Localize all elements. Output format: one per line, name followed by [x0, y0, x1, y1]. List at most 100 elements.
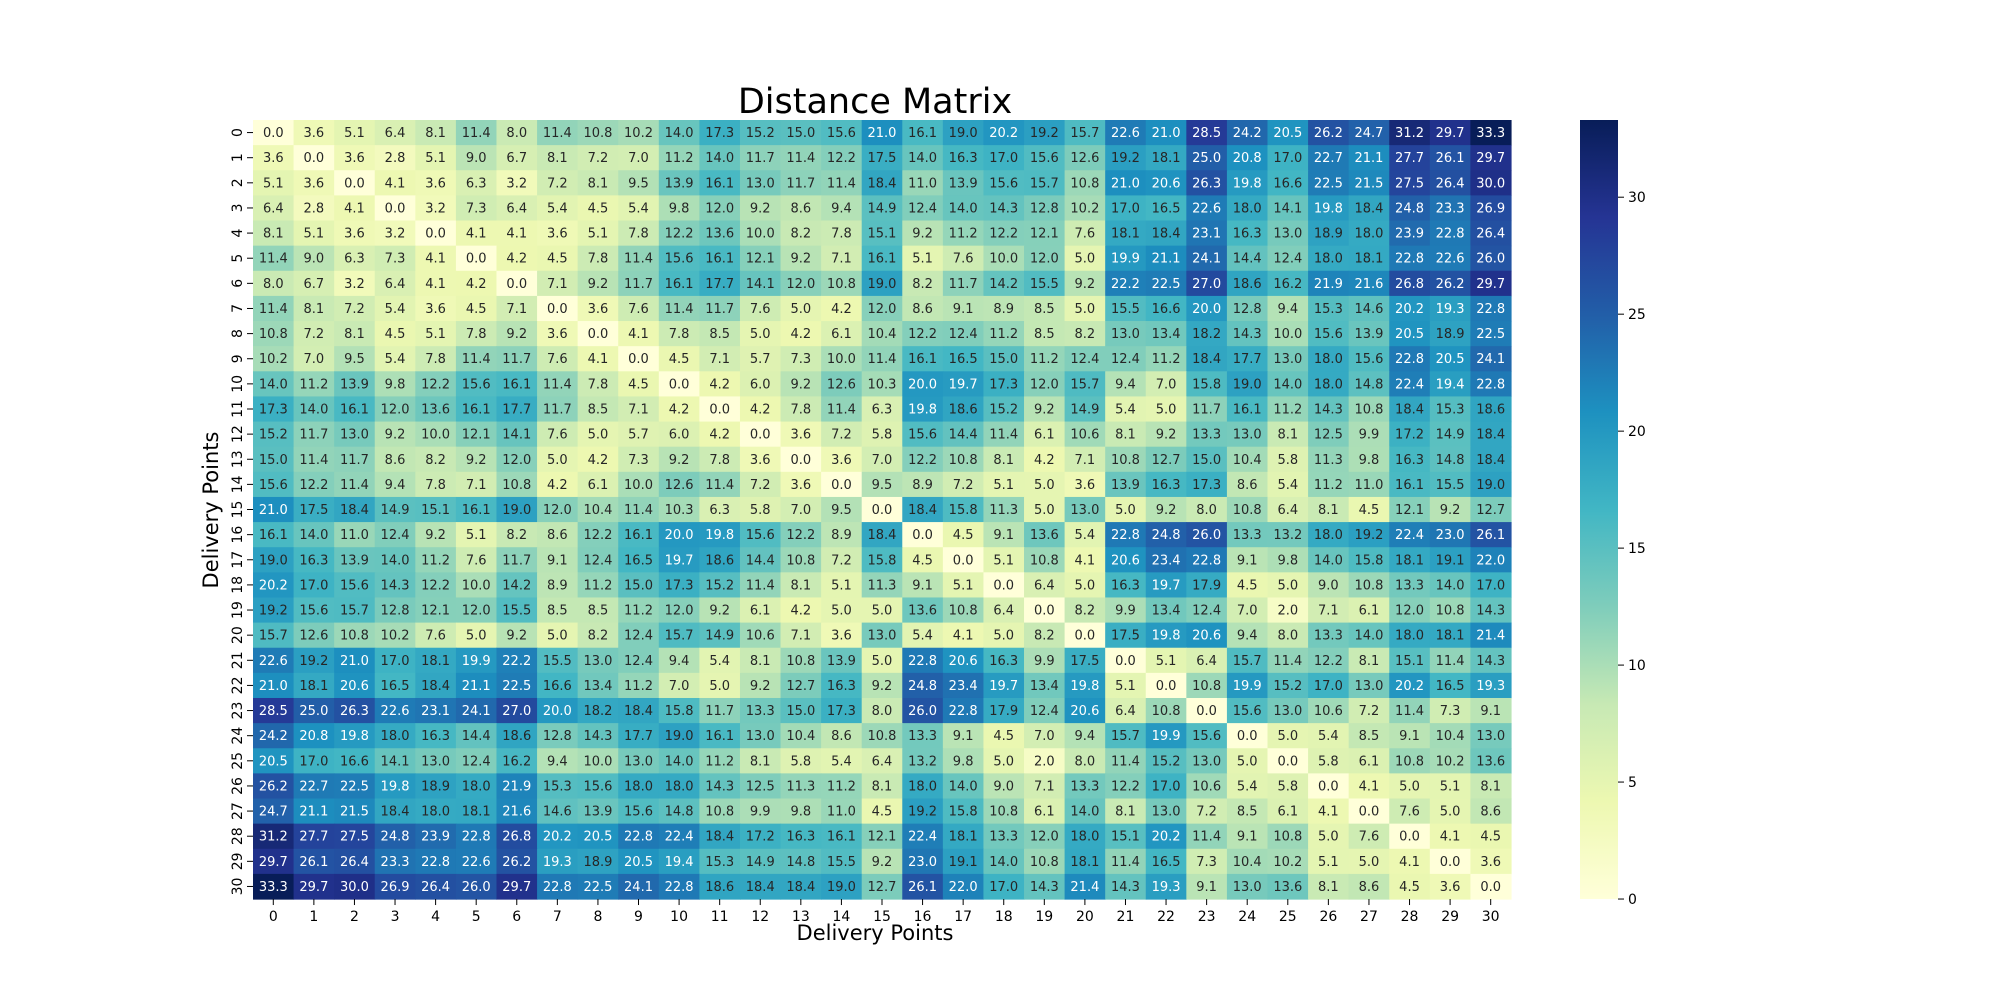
heatmap-cell [1429, 346, 1471, 372]
heatmap-cell [253, 371, 295, 398]
cell-value-label: 4.2 [831, 302, 852, 317]
cell-value-label: 19.0 [868, 277, 897, 292]
cell-value-label: 5.0 [1277, 729, 1298, 744]
cell-value-label: 26.1 [908, 880, 937, 895]
cell-value-label: 9.8 [385, 377, 406, 392]
heatmap-cell [1145, 597, 1187, 624]
heatmap-cell [902, 697, 944, 724]
heatmap-cell [293, 321, 335, 347]
cell-value-label: 15.8 [1192, 377, 1221, 392]
cell-value-label: 5.7 [628, 428, 649, 443]
heatmap-cell [577, 848, 619, 875]
cell-value-label: 11.2 [624, 604, 653, 619]
heatmap-cell [537, 547, 579, 573]
cell-value-label: 11.4 [1192, 830, 1221, 845]
heatmap-cell [1105, 245, 1147, 272]
cell-value-label: 10.3 [868, 377, 897, 392]
heatmap-cell [1389, 496, 1431, 523]
heatmap-cell [374, 522, 416, 548]
heatmap-cell [1267, 145, 1309, 171]
cell-value-label: 4.1 [1318, 805, 1339, 820]
cell-value-label: 18.1 [1070, 855, 1099, 870]
cell-value-label: 22.7 [299, 779, 328, 794]
cell-value-label: 12.2 [299, 478, 328, 493]
cell-value-label: 14.6 [1354, 302, 1383, 317]
heatmap-cell [577, 672, 619, 699]
cell-value-label: 6.1 [1359, 754, 1380, 769]
cell-value-label: 5.0 [790, 302, 811, 317]
cell-value-label: 16.1 [462, 503, 491, 518]
heatmap-cell [1389, 170, 1431, 196]
y-tick-label: 29 [230, 852, 246, 870]
heatmap-cell [902, 321, 944, 347]
cell-value-label: 5.1 [912, 252, 933, 267]
cell-value-label: 15.7 [1233, 654, 1262, 669]
cell-value-label: 7.0 [1034, 729, 1055, 744]
cell-value-label: 0.0 [385, 201, 406, 216]
heatmap-cell [374, 547, 416, 573]
cell-value-label: 7.8 [709, 453, 730, 468]
heatmap-cell [1470, 421, 1512, 448]
heatmap-cell [334, 647, 376, 674]
heatmap-cell [739, 396, 782, 423]
cell-value-label: 15.5 [827, 855, 856, 870]
heatmap-cell [983, 773, 1025, 800]
heatmap-cell [821, 848, 863, 875]
heatmap-cell [1429, 496, 1471, 523]
heatmap-cell [1105, 120, 1147, 146]
heatmap-cell [1348, 723, 1390, 749]
cell-value-label: 6.4 [385, 277, 406, 292]
cell-value-label: 22.8 [1395, 252, 1424, 267]
heatmap-cell [1429, 471, 1471, 498]
cell-value-label: 13.9 [665, 176, 694, 191]
heatmap-cell [253, 848, 295, 875]
heatmap-cell [1024, 622, 1066, 649]
cell-value-label: 9.5 [831, 503, 852, 518]
cell-value-label: 16.1 [705, 252, 734, 267]
heatmap-cell [1064, 371, 1106, 398]
cell-value-label: 0.0 [466, 252, 487, 267]
heatmap-cell [1308, 496, 1350, 523]
x-tick-label: 16 [914, 909, 932, 925]
heatmap-cell [983, 522, 1025, 548]
heatmap-cell [1064, 295, 1106, 322]
cell-value-label: 10.8 [1436, 604, 1465, 619]
cell-value-label: 19.0 [827, 880, 856, 895]
cell-value-label: 22.4 [908, 830, 937, 845]
cell-value-label: 15.6 [1030, 151, 1059, 166]
x-tick-label: 21 [1117, 909, 1135, 925]
heatmap-cell [455, 572, 498, 599]
heatmap-cell [1267, 170, 1309, 196]
heatmap-cell [699, 496, 741, 523]
cell-value-label: 10.4 [1436, 729, 1465, 744]
heatmap-cell [1105, 597, 1147, 624]
cell-value-label: 14.0 [665, 126, 694, 141]
cell-value-label: 4.2 [547, 478, 568, 493]
cell-value-label: 6.4 [1034, 578, 1055, 593]
heatmap-cell [496, 496, 538, 523]
heatmap-cell [1267, 321, 1309, 347]
heatmap-cell [861, 773, 903, 800]
heatmap-cell [334, 697, 376, 724]
heatmap-cell [699, 346, 741, 372]
cell-value-label: 9.5 [628, 176, 649, 191]
heatmap-cell [537, 220, 579, 247]
cell-value-label: 14.0 [1314, 553, 1343, 568]
cell-value-label: 26.8 [1395, 277, 1424, 292]
heatmap-cell [780, 421, 822, 448]
heatmap-cell [1145, 848, 1187, 875]
cell-value-label: 16.3 [1111, 578, 1140, 593]
cell-value-label: 13.3 [989, 830, 1018, 845]
heatmap-cell [1145, 723, 1187, 749]
heatmap-cell [537, 522, 579, 548]
heatmap-cell [821, 723, 863, 749]
heatmap-cell [658, 270, 700, 297]
cell-value-label: 18.4 [908, 503, 937, 518]
heatmap-cell [658, 572, 700, 599]
cell-value-label: 10.8 [786, 553, 815, 568]
cell-value-label: 11.4 [665, 302, 694, 317]
cell-value-label: 22.8 [665, 880, 694, 895]
cell-value-label: 21.0 [1111, 176, 1140, 191]
heatmap-cell [1308, 321, 1350, 347]
heatmap-cell [821, 195, 863, 222]
